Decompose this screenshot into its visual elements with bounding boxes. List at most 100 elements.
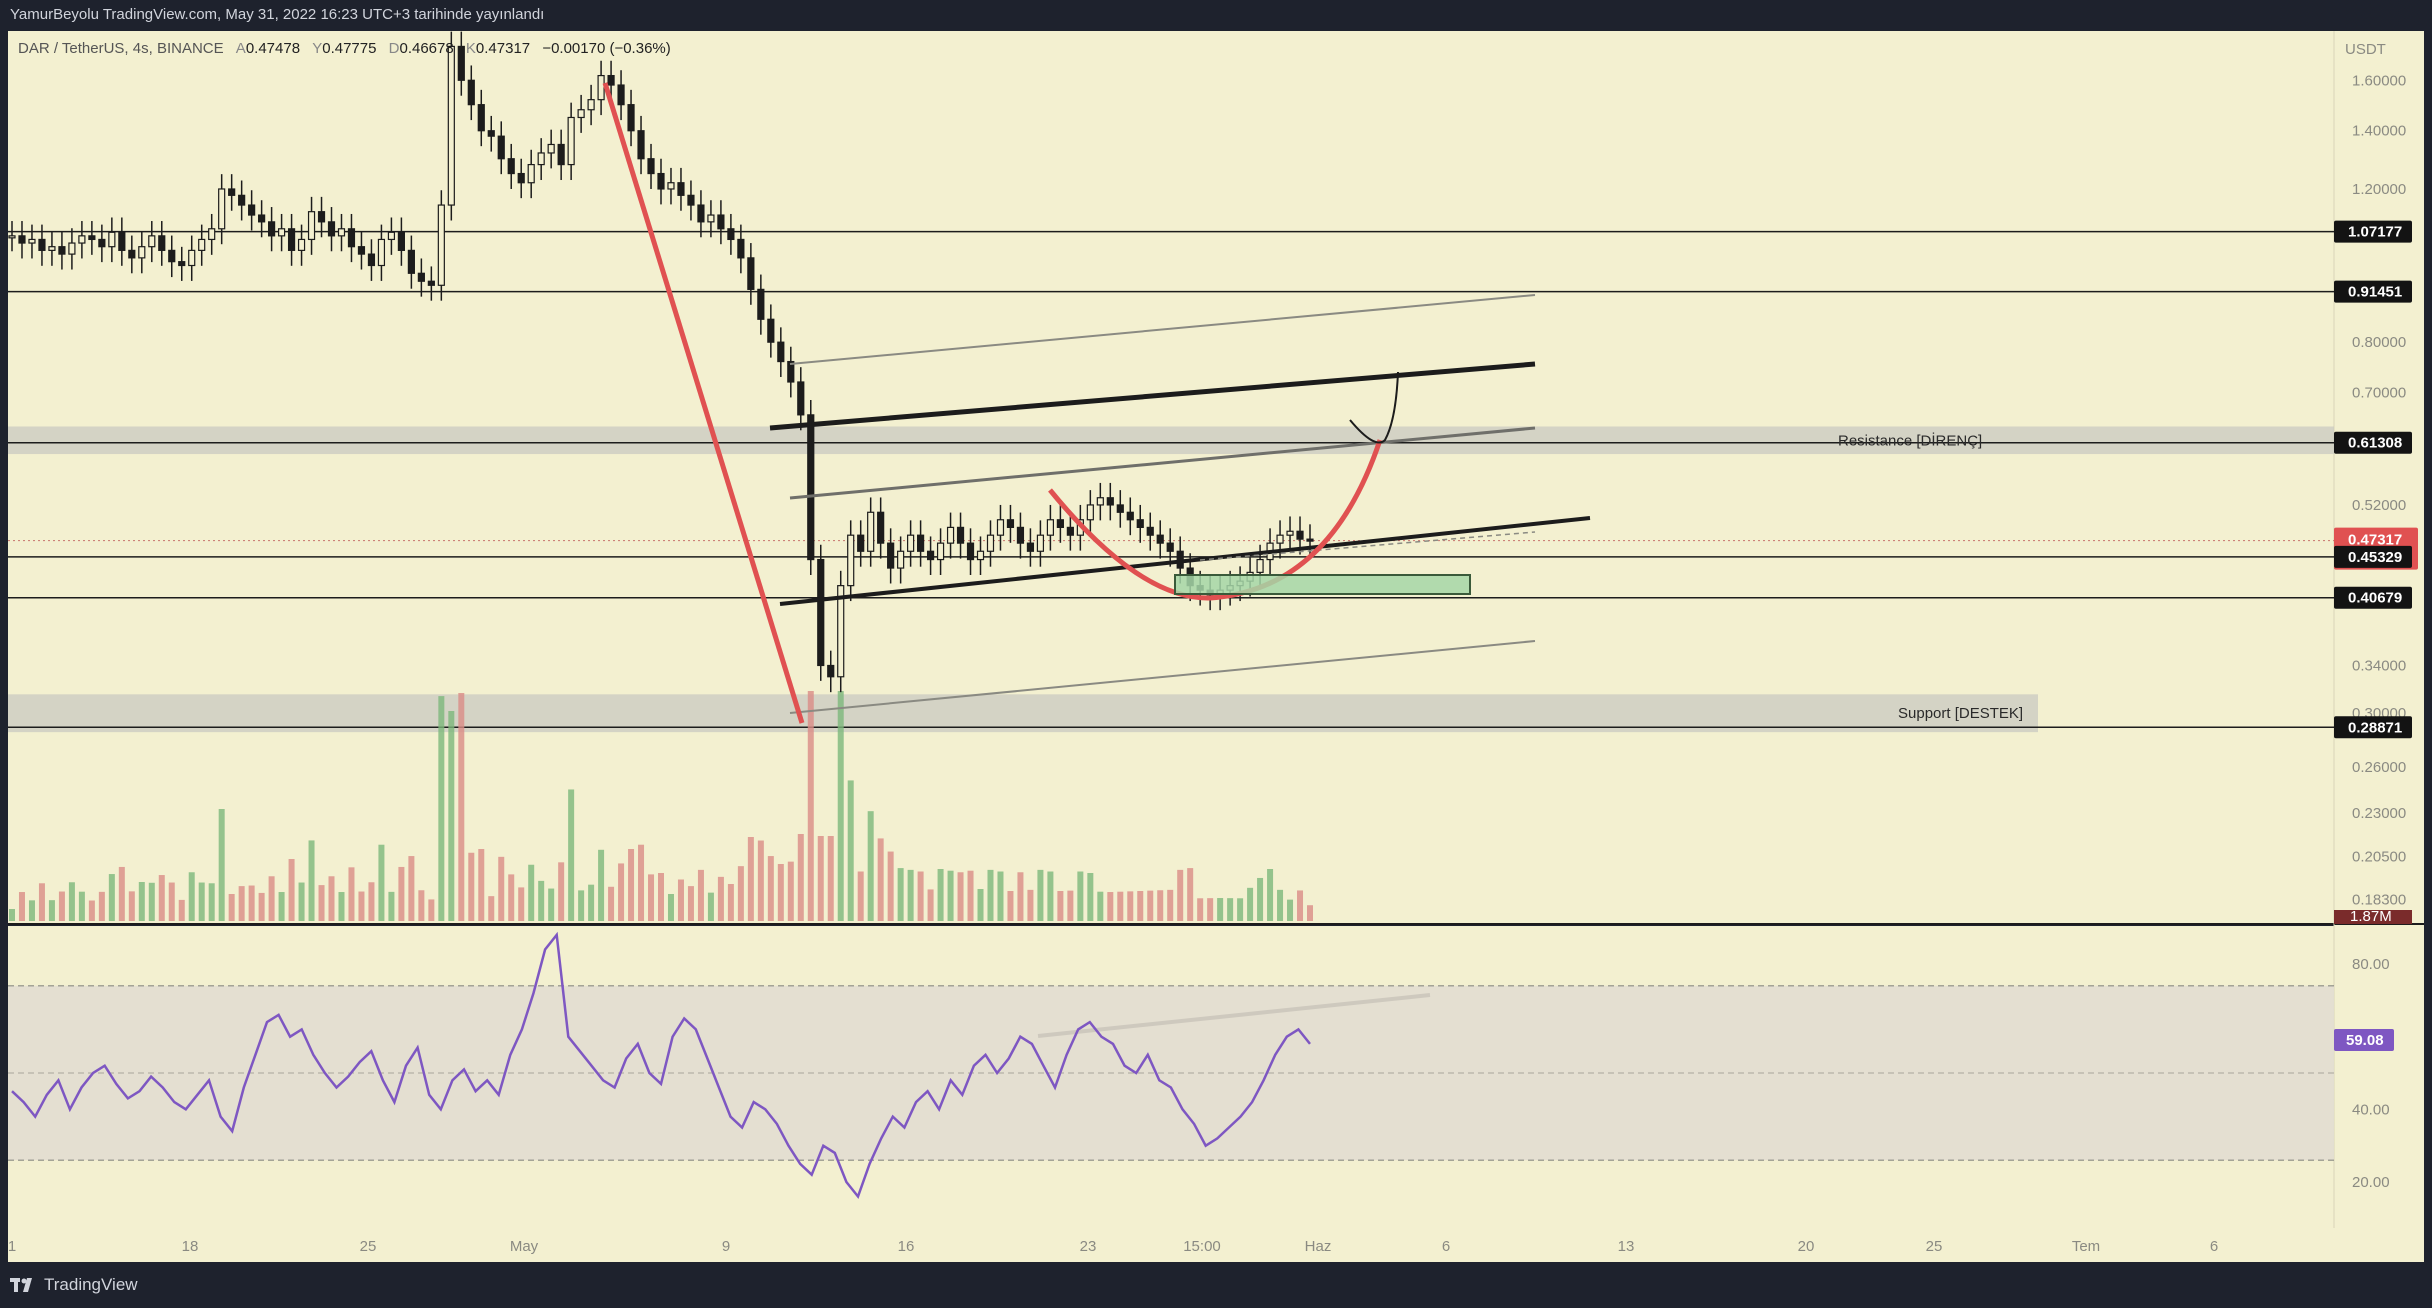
candle-body <box>1296 530 1304 540</box>
candle-body <box>617 84 625 106</box>
candle-body <box>717 214 725 230</box>
candle-body <box>1036 534 1045 552</box>
volume-bar <box>258 892 265 921</box>
level-tag-bg <box>2334 280 2412 303</box>
candle-body <box>18 235 26 244</box>
volume-bar <box>398 866 405 921</box>
volume-bar <box>448 711 455 921</box>
channel-upper-thick[interactable] <box>769 361 1536 431</box>
candle-body <box>1096 497 1104 506</box>
channel-middle-grey[interactable] <box>789 426 1536 500</box>
candle-body <box>447 45 455 206</box>
tradingview-brand-text: TradingView <box>44 1275 138 1294</box>
candle-body <box>297 238 306 251</box>
last-price-tag: 0.47317 <box>2348 532 2402 549</box>
volume-bar <box>648 874 655 921</box>
candle-body <box>1276 534 1284 544</box>
volume-bar <box>228 894 235 921</box>
candle-body <box>168 249 176 263</box>
channel-upper-thin[interactable] <box>789 294 1536 365</box>
volume-bar <box>1197 898 1204 921</box>
volume-bar <box>348 867 355 921</box>
volume-bar <box>1057 891 1064 921</box>
candle-body <box>986 534 995 552</box>
candle-body <box>996 519 1005 536</box>
candle-body <box>727 228 735 241</box>
candle-body <box>956 526 965 544</box>
volume-bar <box>248 885 255 921</box>
volume-bar <box>588 884 595 921</box>
symbol-legend: DAR / TetherUS, 4s, BINANCE A0.47478 Y0.… <box>18 40 671 57</box>
candle-body <box>427 280 435 286</box>
zone-band <box>8 426 2334 455</box>
time-tick-label: 13 <box>1618 1238 1635 1255</box>
time-tick-label: 25 <box>360 1238 377 1255</box>
volume-bar <box>1107 892 1114 921</box>
candle-body <box>397 231 405 251</box>
candle-body <box>677 182 685 196</box>
candle-body <box>867 511 875 552</box>
level-tag-bg <box>2334 716 2412 739</box>
volume-bar <box>118 866 125 921</box>
volume-bar <box>1247 887 1254 921</box>
candle-body <box>517 172 525 184</box>
volume-bar <box>1047 871 1054 921</box>
volume-bar <box>847 780 854 921</box>
red-drop-line[interactable] <box>602 82 805 724</box>
volume-bar <box>697 869 704 921</box>
time-tick-label: May <box>510 1238 539 1255</box>
channel-lower-black[interactable] <box>779 516 1591 606</box>
volume-bar <box>388 891 395 921</box>
volume-bar <box>1067 890 1074 921</box>
channel-lower-thin[interactable] <box>789 640 1536 714</box>
volume-bar <box>548 888 555 921</box>
volume-bar <box>1307 905 1313 921</box>
candle-body <box>936 542 945 561</box>
volume-bar <box>1207 898 1214 921</box>
green-demand-box[interactable] <box>1174 574 1471 595</box>
red-cup-curve[interactable] <box>1048 439 1383 601</box>
candle-body <box>228 188 236 196</box>
candle-body <box>817 558 825 667</box>
volume-bar <box>1177 869 1184 921</box>
volume-bar <box>658 873 664 921</box>
volume-bar <box>158 875 165 921</box>
volume-bar <box>817 836 824 921</box>
dashed-trend[interactable] <box>1199 531 1536 561</box>
volume-bar <box>18 892 25 921</box>
projection-arc[interactable] <box>1349 371 1399 444</box>
publisher-line: YamurBeyolu TradingView.com, May 31, 202… <box>10 6 545 23</box>
volume-bar <box>338 892 345 921</box>
volume-bar <box>188 872 195 921</box>
volume-bar <box>238 886 245 921</box>
volume-tag-bg <box>2334 910 2412 924</box>
chart-area[interactable]: 80.00 40.00 20.00 59.08 1.60000 1.40000 1.200… <box>0 31 2432 1262</box>
candle-body <box>787 360 795 383</box>
volume-bar <box>578 890 585 921</box>
volume-bar <box>807 691 814 921</box>
volume-bar <box>877 838 884 921</box>
volume-bar <box>148 882 155 921</box>
volume-bar <box>687 886 694 921</box>
tradingview-brand[interactable]: TradingView <box>10 1275 138 1295</box>
volume-bar <box>68 882 75 921</box>
change-value: −0.00170 (−0.36%) <box>542 40 671 57</box>
volume-bar <box>1137 891 1144 921</box>
candle-body <box>138 246 146 259</box>
volume-bar <box>298 882 305 921</box>
volume-bar <box>568 789 575 921</box>
candle-body <box>697 204 705 223</box>
time-tick-label: 6 <box>1442 1238 1450 1255</box>
volume-bar <box>927 889 934 921</box>
candle-body <box>667 182 675 190</box>
volume-bar <box>528 864 535 921</box>
volume-bar <box>1117 891 1124 921</box>
candle-body <box>887 542 895 569</box>
candle-body <box>477 104 485 132</box>
candle-body <box>1286 530 1294 536</box>
candle-body <box>587 99 595 111</box>
price-tick-label: 1.40000 <box>2352 123 2406 140</box>
level-tag: 1.07177 <box>2348 224 2402 241</box>
candle-body <box>178 261 186 267</box>
zone-label: Resistance [DİRENÇ] <box>1838 431 1982 449</box>
